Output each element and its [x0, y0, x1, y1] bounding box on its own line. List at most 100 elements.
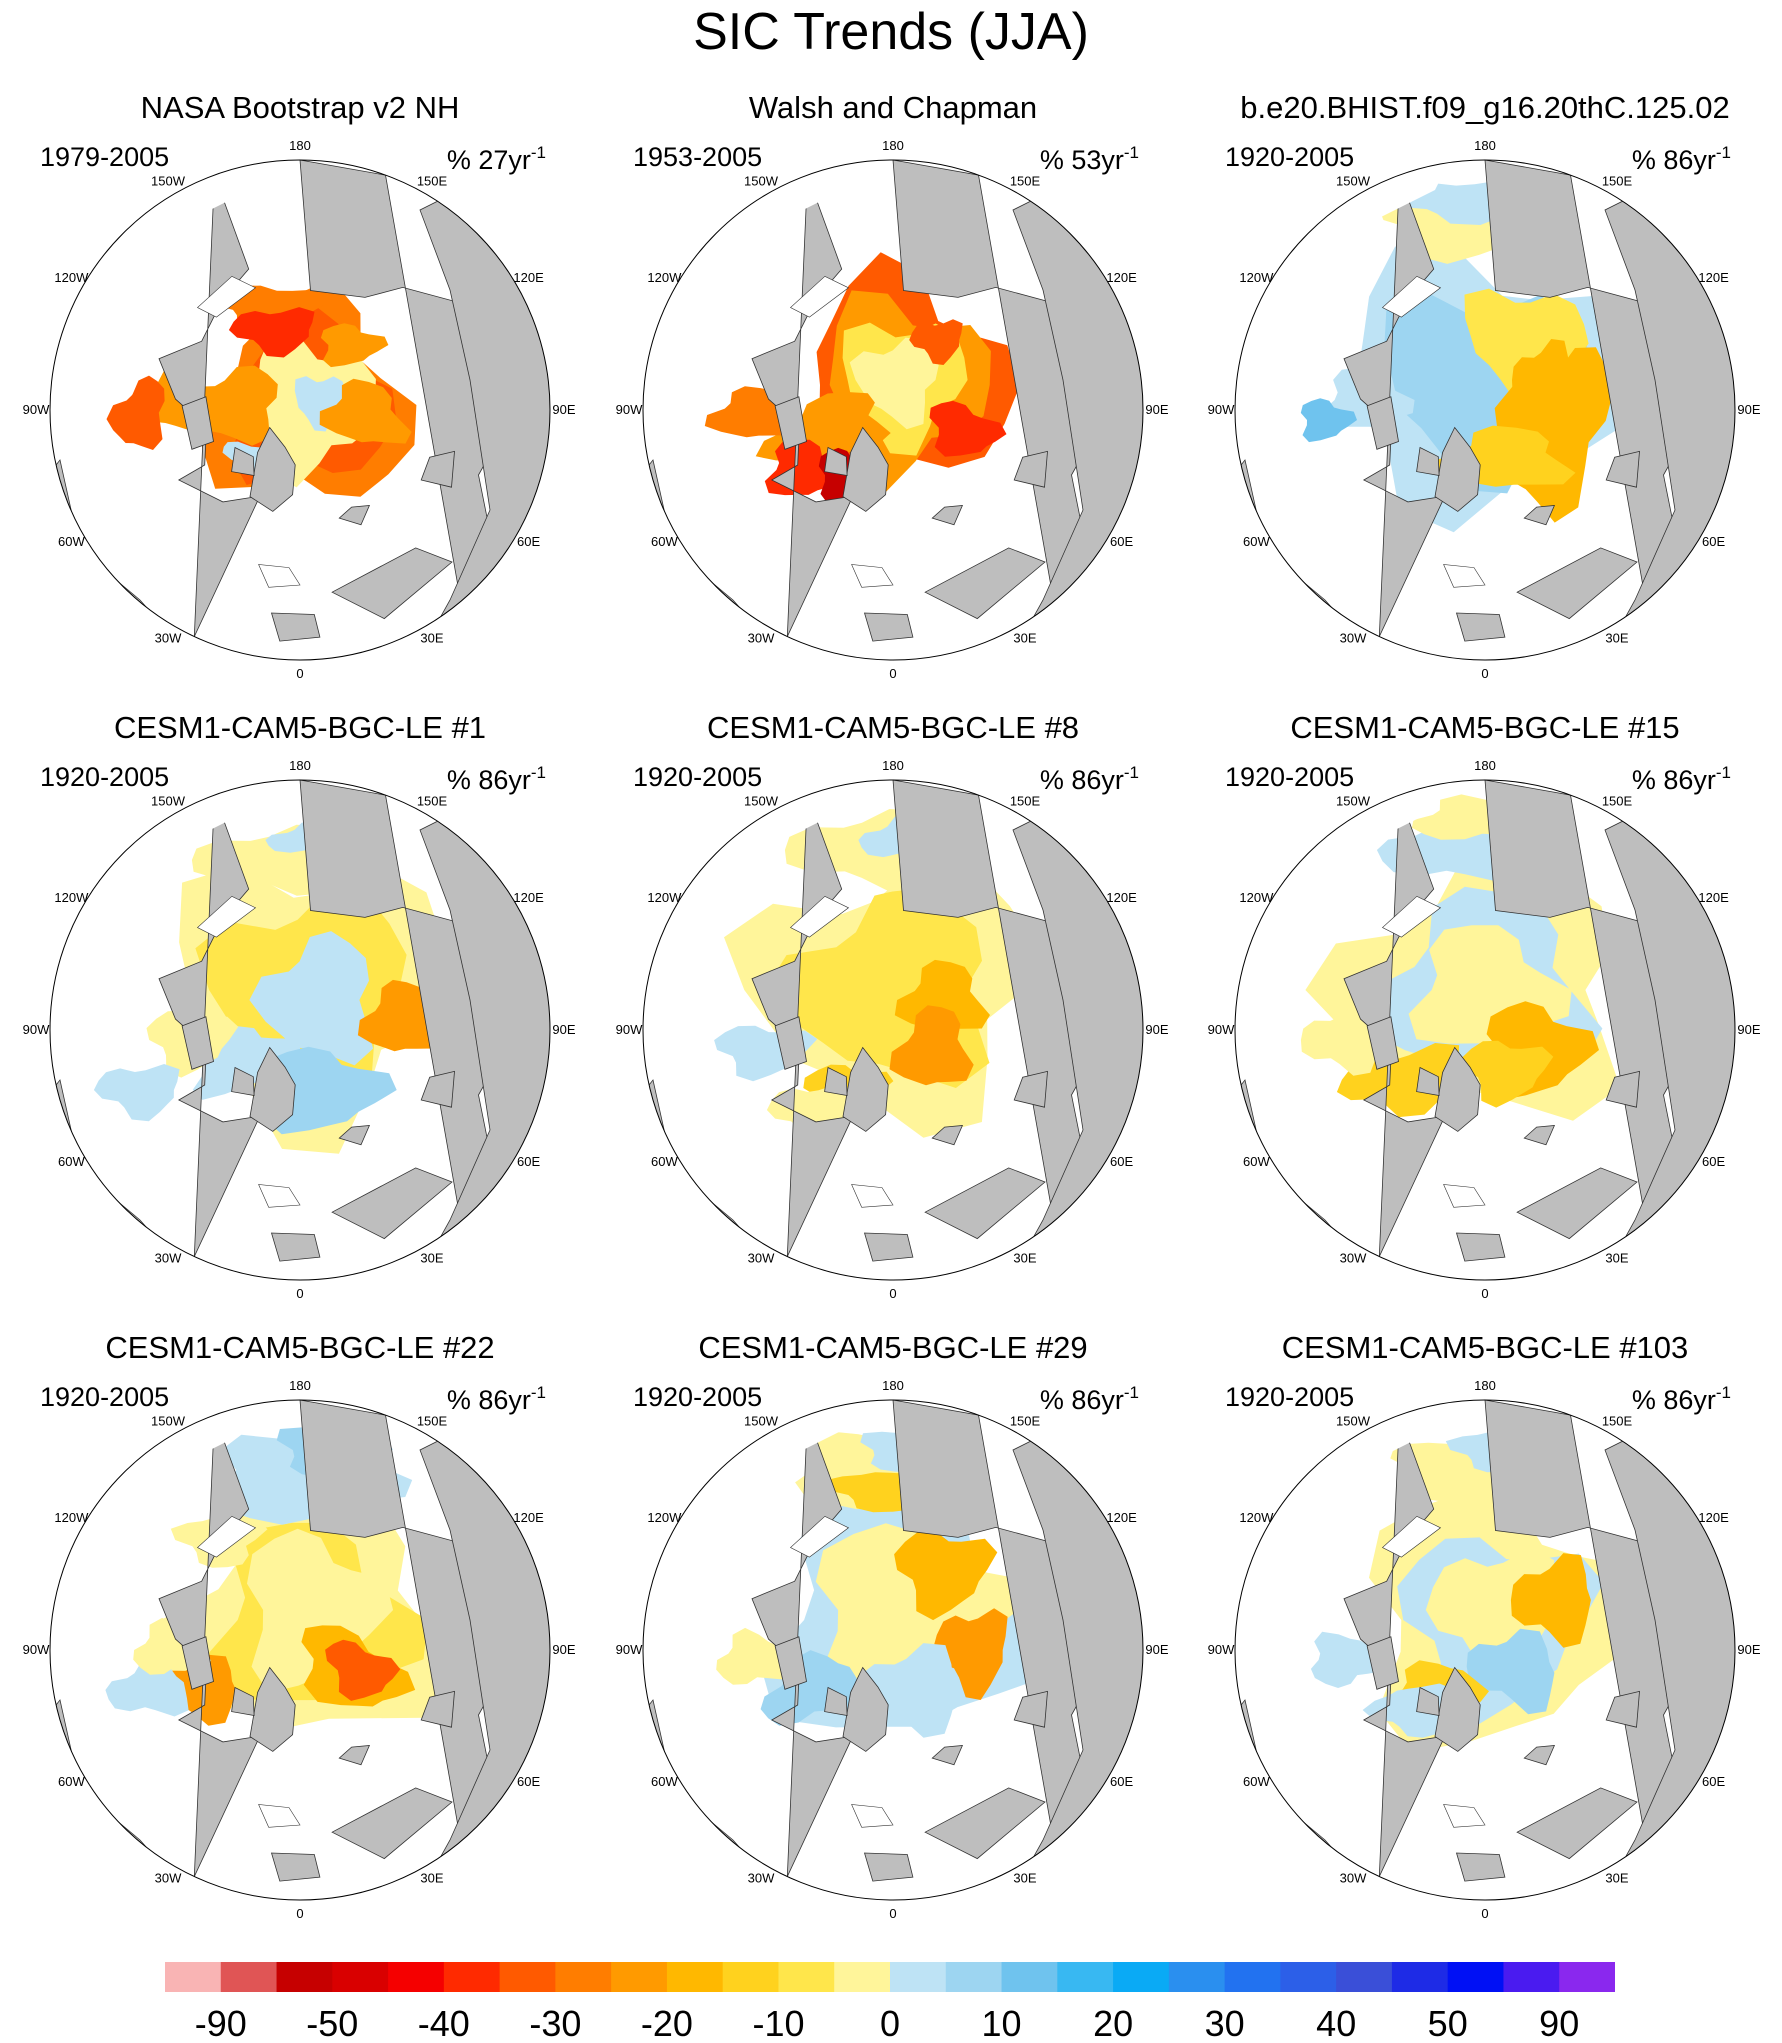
land-mass [181, 396, 214, 450]
sea-ice-trend-patch [889, 1005, 974, 1086]
longitude-label: 60W [1243, 1154, 1270, 1169]
period-label: 1953-2005 [633, 142, 763, 172]
units-exponent: -1 [1715, 1383, 1731, 1402]
sea-ice-trend-patch [320, 323, 389, 368]
land-mass [1366, 1016, 1399, 1070]
longitude-label: 150E [1602, 173, 1633, 188]
land-mass [1416, 446, 1440, 476]
longitude-label: 0 [889, 1906, 896, 1921]
longitude-label: 0 [296, 1906, 303, 1921]
colorbar-tick-label: 10 [981, 2003, 1021, 2042]
longitude-label: 180 [882, 138, 904, 153]
land-mass [338, 1745, 371, 1766]
longitude-label: 0 [296, 1286, 303, 1301]
inland-sea [1381, 1515, 1442, 1558]
units-text: % 86yr [1039, 1385, 1124, 1415]
sea-ice-trend-patch [716, 1627, 795, 1685]
units-label: % 86yr-1 [1632, 138, 1731, 175]
longitude-label: 120E [1106, 890, 1137, 905]
colorbar-swatch [555, 1962, 612, 1992]
longitude-label: 150E [1010, 1413, 1041, 1428]
units-label: % 86yr-1 [1632, 758, 1731, 795]
land-mass [1366, 396, 1399, 450]
longitude-label: 150E [1602, 793, 1633, 808]
land-mass [249, 1046, 296, 1132]
period-label: 1920-2005 [1225, 762, 1355, 792]
land-mass [1516, 547, 1638, 620]
land-mass [863, 1852, 914, 1882]
land-mass [774, 1636, 807, 1690]
land-mass [824, 1066, 848, 1096]
sea-ice-trend-patch [894, 1531, 998, 1621]
longitude-label: 180 [289, 758, 311, 773]
longitude-label: 60E [517, 1154, 540, 1169]
land-mass [181, 1636, 214, 1690]
sea-ice-trend-patch [1466, 1628, 1555, 1715]
sea-ice-trend-patch [106, 375, 165, 450]
land-mass [1366, 1636, 1399, 1690]
land-mass [1455, 1852, 1506, 1882]
longitude-label: 60E [517, 534, 540, 549]
longitude-label: 60W [651, 1154, 678, 1169]
land-mass [1013, 450, 1048, 488]
longitude-label: 90W [23, 1022, 50, 1037]
inland-sea [1443, 1184, 1486, 1208]
map-boundary [1234, 159, 1736, 661]
period-label: 1920-2005 [1225, 142, 1355, 172]
longitude-label: 30W [1340, 1871, 1367, 1886]
polar-map: 180 150E 120E 90E 60E 30E 0 30W 60W 90W 120W 150W [23, 138, 576, 681]
land-mass [231, 1686, 255, 1716]
colorbar-swatch [443, 1962, 501, 1992]
longitude-label: 120W [54, 1510, 89, 1525]
longitude-label: 60E [1110, 1774, 1133, 1789]
longitude-label: 60E [1110, 1154, 1133, 1169]
units-exponent: -1 [530, 763, 546, 782]
colorbar-swatch [1224, 1962, 1281, 1992]
longitude-label: 90W [616, 1642, 643, 1657]
colorbar-swatch [834, 1962, 891, 1992]
map-panel: CESM1-CAM5-BGC-LE #22 1920-2005% 86yr-1 18… [20, 1330, 580, 1930]
longitude-label: 150E [417, 793, 448, 808]
land-mass [1434, 1666, 1481, 1752]
colorbar-swatch [1113, 1962, 1170, 1992]
map-panel: CESM1-CAM5-BGC-LE #1 1920-2005% 86yr-1 180… [20, 710, 580, 1310]
colorbar-swatch [1001, 1962, 1058, 1992]
inland-sea [851, 564, 894, 588]
longitude-label: 120E [1698, 270, 1729, 285]
map-boundary [642, 779, 1144, 1281]
colorbar-tick-label: 30 [1205, 2003, 1245, 2042]
longitude-label: 120E [1106, 270, 1137, 285]
longitude-label: 180 [882, 758, 904, 773]
colorbar-swatch [165, 1962, 222, 1992]
period-label: 1979-2005 [40, 142, 170, 172]
longitude-label: 150W [151, 793, 186, 808]
longitude-label: 60W [1243, 534, 1270, 549]
units-text: % 86yr [446, 1385, 531, 1415]
units-text: % 86yr [1631, 145, 1716, 175]
land-mass [1516, 1787, 1638, 1860]
colorbar-tick-label: 20 [1093, 2003, 1133, 2042]
longitude-label: 150W [151, 173, 186, 188]
inland-sea [196, 895, 257, 938]
sea-ice-trend-patch [325, 1639, 401, 1701]
longitude-label: 150E [417, 1413, 448, 1428]
longitude-label: 30W [155, 631, 182, 646]
longitude-label: 0 [1481, 666, 1488, 681]
polar-map: 180 150E 120E 90E 60E 30E 0 30W 60W 90W 120W 150W [1208, 1378, 1761, 1921]
longitude-label: 60W [58, 1774, 85, 1789]
longitude-label: 120W [647, 270, 682, 285]
colorbar-swatch [722, 1962, 779, 1992]
longitude-label: 120W [1239, 1510, 1274, 1525]
sea-ice-trend-patch [1461, 1040, 1554, 1108]
sea-ice-trend-patch [1300, 398, 1357, 443]
land-mass [331, 1167, 453, 1240]
longitude-label: 120W [1239, 890, 1274, 905]
land-mass [1455, 1232, 1506, 1262]
units-label: % 27yr-1 [447, 138, 546, 175]
colorbar-swatch [611, 1962, 668, 1992]
sea-ice-trend-patch [932, 1608, 1008, 1700]
longitude-label: 120W [54, 270, 89, 285]
land-mass [824, 1686, 848, 1716]
colorbar-swatch [778, 1962, 835, 1992]
units-text: % 53yr [1039, 145, 1124, 175]
